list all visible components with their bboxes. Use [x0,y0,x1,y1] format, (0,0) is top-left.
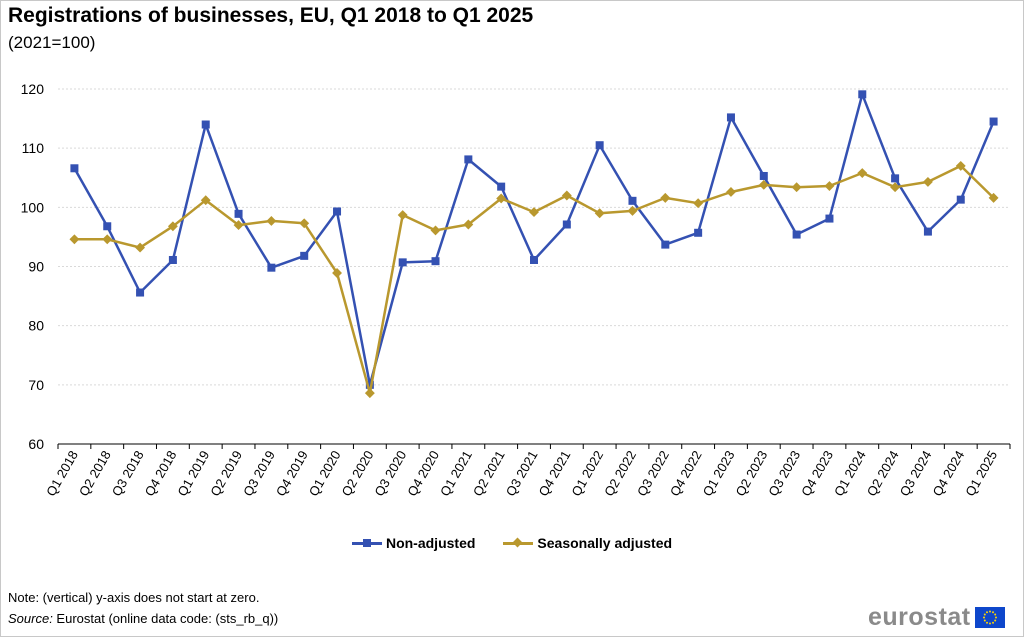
data-point-seasonally-adjusted [791,182,802,193]
source-text: Eurostat (online data code: (sts_rb_q)) [52,611,279,626]
data-point-non-adjusted [595,141,604,150]
chart-note: Note: (vertical) y-axis does not start a… [8,590,260,605]
data-point-non-adjusted [300,251,309,260]
data-point-non-adjusted [431,257,440,266]
data-point-non-adjusted [726,113,735,122]
data-point-non-adjusted [398,258,407,267]
data-point-seasonally-adjusted [988,192,999,203]
data-point-seasonally-adjusted [890,182,901,193]
y-tick-label: 90 [28,259,44,275]
logo-text: eurostat [868,603,971,631]
data-point-non-adjusted [923,227,932,236]
data-point-non-adjusted [530,255,538,264]
y-tick-label: 60 [28,436,44,452]
y-tick-label: 70 [28,377,44,393]
data-point-non-adjusted [956,195,965,204]
data-point-seasonally-adjusted [102,234,113,245]
data-point-non-adjusted [365,380,374,389]
series-line-non-adjusted [73,93,995,387]
data-point-seasonally-adjusted [364,388,375,399]
data-point-seasonally-adjusted [397,210,408,220]
chart-legend: Non-adjusted Seasonally adjusted [0,535,1024,551]
data-point-seasonally-adjusted [299,218,310,229]
eurostat-logo: eurostat [868,604,1005,630]
data-point-non-adjusted [497,182,506,191]
legend-item-non-adjusted: Non-adjusted [351,535,476,551]
data-point-seasonally-adjusted [726,187,736,197]
legend-swatch-seasonally-adjusted [503,537,534,549]
chart-title: Registrations of businesses, EU, Q1 2018… [8,4,534,27]
data-point-seasonally-adjusted [758,179,769,190]
data-point-seasonally-adjusted [266,215,277,226]
source-label: Source: [8,611,53,626]
data-point-seasonally-adjusted [955,160,966,171]
data-point-seasonally-adjusted [233,220,244,231]
data-point-non-adjusted [661,240,670,249]
data-point-non-adjusted [201,120,210,129]
data-point-seasonally-adjusted [135,242,146,253]
data-point-non-adjusted [562,220,571,229]
y-tick-label: 120 [21,81,45,97]
data-point-non-adjusted [694,228,703,237]
data-point-seasonally-adjusted [430,225,441,236]
data-point-non-adjusted [464,155,473,164]
data-point-seasonally-adjusted [332,268,342,278]
data-point-seasonally-adjusted [561,190,572,201]
data-point-non-adjusted [891,174,900,183]
legend-swatch-non-adjusted [351,537,382,549]
data-point-non-adjusted [234,209,243,218]
data-point-non-adjusted [759,171,768,180]
data-point-seasonally-adjusted [167,221,178,232]
data-point-seasonally-adjusted [200,195,211,206]
data-point-seasonally-adjusted [922,176,933,187]
data-point-non-adjusted [792,230,801,239]
data-point-non-adjusted [628,196,637,205]
legend-item-seasonally-adjusted: Seasonally adjusted [503,535,672,551]
data-point-non-adjusted [333,207,342,216]
legend-label-non-adjusted: Non-adjusted [385,535,476,551]
data-point-seasonally-adjusted [69,234,80,245]
data-point-seasonally-adjusted [824,181,835,191]
data-point-non-adjusted [103,222,112,231]
data-point-non-adjusted [858,90,867,99]
data-point-seasonally-adjusted [529,207,539,218]
data-point-seasonally-adjusted [594,208,605,219]
chart-source: Source: Eurostat (online data code: (sts… [8,611,278,626]
y-tick-label: 80 [28,318,44,334]
data-point-seasonally-adjusted [496,193,507,204]
y-tick-label: 110 [22,140,45,156]
data-point-non-adjusted [989,117,998,126]
series-line-seasonally-adjusted [74,164,995,395]
x-tick-label: Q1 2025 [962,448,1000,499]
chart-subtitle: (2021=100) [8,33,96,52]
data-point-seasonally-adjusted [627,205,638,216]
data-point-non-adjusted [825,214,834,223]
data-point-non-adjusted [136,288,145,297]
eu-flag-icon [974,606,1005,628]
data-point-non-adjusted [70,164,79,173]
data-point-seasonally-adjusted [693,198,704,209]
y-tick-label: 100 [21,199,45,215]
data-point-non-adjusted [267,263,276,272]
data-point-seasonally-adjusted [463,219,474,230]
legend-label-seasonally-adjusted: Seasonally adjusted [537,535,673,551]
data-point-non-adjusted [168,255,177,264]
data-point-seasonally-adjusted [857,168,868,178]
data-point-seasonally-adjusted [660,192,671,203]
